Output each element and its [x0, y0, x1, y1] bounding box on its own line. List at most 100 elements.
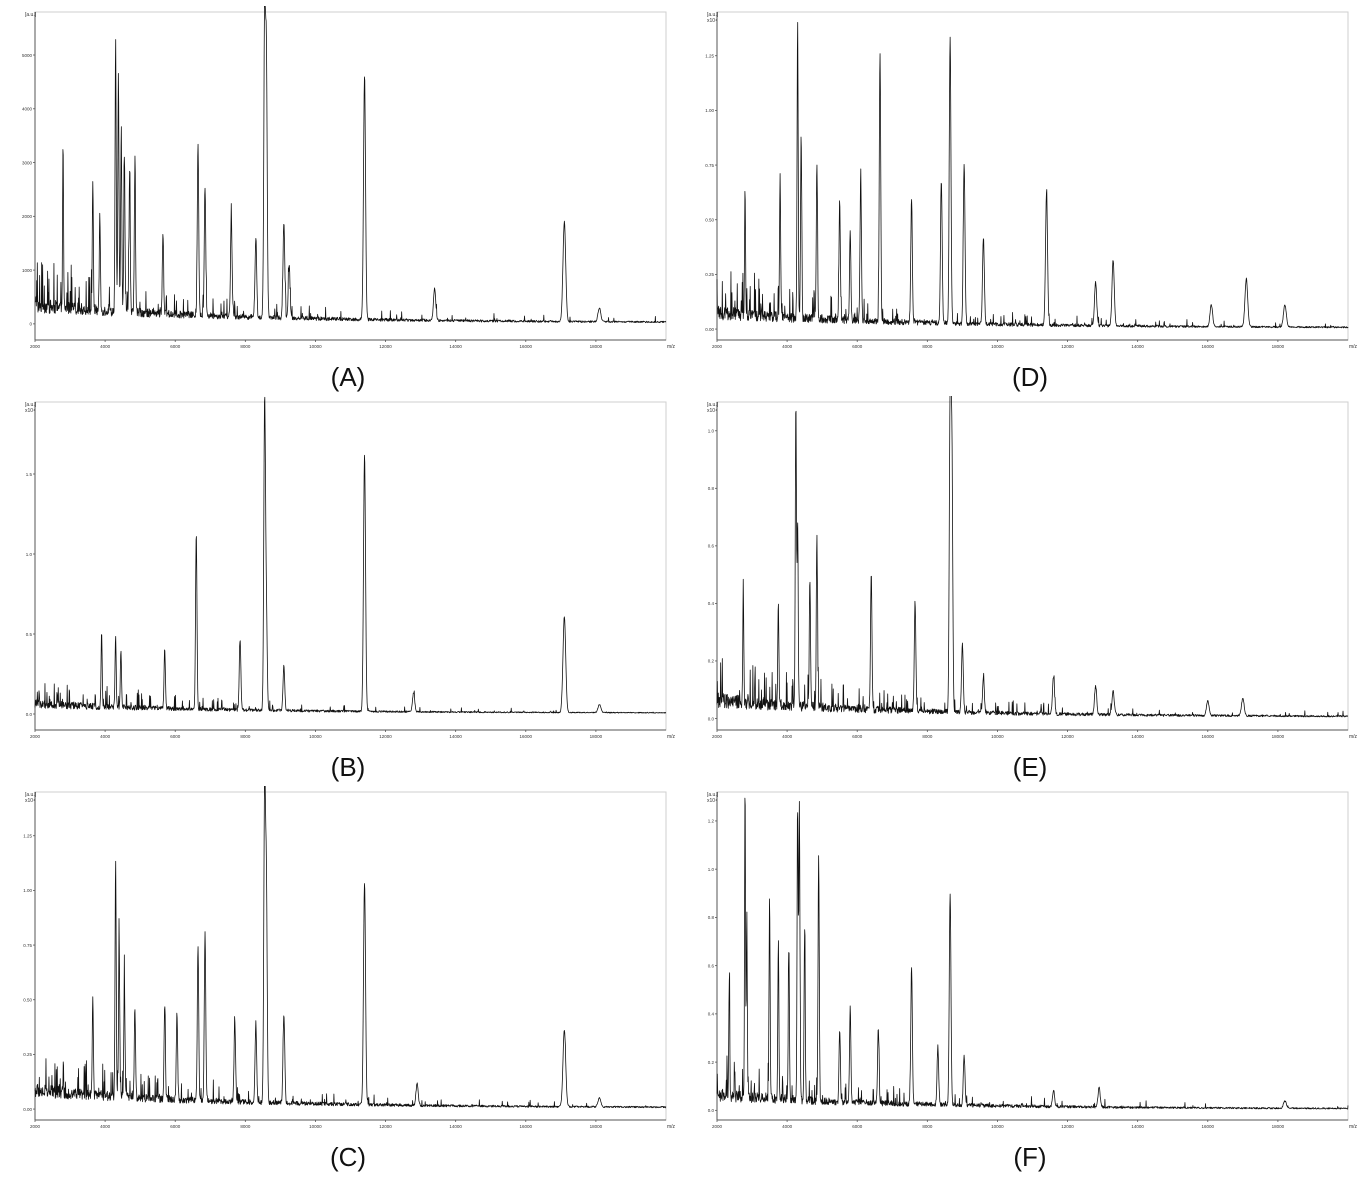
y-scale-label: x10⁴ — [707, 408, 717, 414]
panel-e: [a.u.] x10⁴ m/z 0.0 0.2 0.4 0.6 0.8 1.0 2000 4000 6… — [696, 396, 1364, 788]
y-tick-label: 0.00 — [23, 1107, 32, 1112]
x-tick-label: 8000 — [922, 734, 933, 739]
x-unit-label: m/z — [667, 344, 676, 350]
plot-frame — [716, 791, 1349, 1121]
x-tick-label: 10000 — [309, 734, 322, 739]
y-tick-label: 0.0 — [26, 712, 33, 717]
x-tick-label: 16000 — [1202, 734, 1215, 739]
panel-caption-c: (C) — [329, 1142, 367, 1172]
y-unit-label: [a.u.] — [25, 402, 37, 408]
y-tick-label: 1.5 — [26, 472, 33, 477]
x-tick-label: 12000 — [1061, 1124, 1074, 1129]
x-tick-label: 10000 — [991, 1124, 1004, 1129]
x-unit-label: m/z — [1349, 734, 1358, 740]
x-tick-label: 16000 — [520, 734, 533, 739]
x-tick-label: 8000 — [922, 344, 933, 349]
y-scale-label: x10⁴ — [25, 798, 35, 804]
x-tick-label: 10000 — [309, 1124, 322, 1129]
x-tick-label: 18000 — [590, 344, 603, 349]
x-tick-label: 6000 — [170, 1124, 181, 1129]
x-tick-label: 18000 — [590, 734, 603, 739]
spectrum-trace — [34, 396, 667, 714]
y-unit-label: [a.u.] — [707, 12, 719, 18]
x-tick-label: 14000 — [449, 734, 462, 739]
x-tick-label: 6000 — [852, 1124, 863, 1129]
x-tick-label: 4000 — [782, 344, 793, 349]
spectrum-plot-b: [a.u.]x10⁴ m/z 0.0 0.5 1.0 1.5 2000 4000 6000 800… — [25, 396, 676, 740]
x-tick-label: 6000 — [852, 344, 863, 349]
y-scale-label: x10⁴ — [707, 18, 717, 24]
x-tick-label: 16000 — [1202, 1124, 1215, 1129]
panel-c: [a.u.] x10⁴ m/z 0.00 0.25 0.50 0.75 1.00 1.25 200… — [14, 786, 682, 1178]
plot-frame — [34, 401, 667, 731]
y-tick-label: 0.8 — [708, 915, 715, 920]
x-tick-label: 14000 — [449, 344, 462, 349]
x-tick-label: 12000 — [1061, 734, 1074, 739]
x-tick-label: 2000 — [712, 734, 723, 739]
y-unit-label: [a.u.] — [707, 792, 719, 798]
x-tick-label: 4000 — [100, 1124, 111, 1129]
y-tick-label: 0 — [29, 322, 32, 327]
plot-frame — [716, 401, 1349, 731]
y-tick-label: 0.00 — [705, 327, 714, 332]
x-tick-label: 14000 — [1131, 1124, 1144, 1129]
y-tick-label: 0.75 — [705, 163, 714, 168]
spectrum-plot-c: [a.u.]x10⁴ m/z 0.00 0.25 0.50 0.75 1.00 1.25 200… — [23, 786, 676, 1130]
spectrum-trace — [34, 6, 667, 324]
y-tick-label: 1.0 — [26, 552, 33, 557]
y-tick-label: 0.0 — [708, 1108, 715, 1113]
x-tick-label: 16000 — [520, 344, 533, 349]
x-tick-label: 4000 — [782, 734, 793, 739]
panel-caption-a: (A) — [330, 362, 366, 392]
spectrum-plot-f: [a.u.]x10⁴ m/z 0.0 0.2 0.4 0.6 0.8 1.0 1.2 2000 40… — [707, 791, 1358, 1130]
x-tick-label: 8000 — [922, 1124, 933, 1129]
panel-d: [a.u.] x10⁴ m/z 0.00 0.25 0.50 0.75 1.00 1.25 200… — [696, 6, 1364, 398]
x-tick-label: 4000 — [100, 344, 111, 349]
y-tick-label: 0.50 — [705, 218, 714, 223]
panel-a: [a.u.] m/z 0 1000 2000 3000 4000 5000 2000 4000 60… — [14, 6, 682, 398]
y-tick-label: 1.2 — [708, 819, 715, 824]
plot-frame — [716, 11, 1349, 341]
y-tick-label: 0.0 — [708, 716, 715, 721]
panel-caption-e: (E) — [1012, 752, 1048, 782]
y-tick-label: 1.0 — [708, 867, 715, 872]
y-tick-label: 1000 — [22, 268, 33, 273]
y-tick-label: 0.4 — [708, 1012, 715, 1017]
y-tick-label: 0.6 — [708, 963, 715, 968]
spectrum-trace — [34, 786, 667, 1109]
x-tick-label: 2000 — [712, 344, 723, 349]
y-tick-label: 2000 — [22, 214, 33, 219]
y-scale-label: x10⁴ — [707, 798, 717, 804]
x-tick-label: 6000 — [170, 344, 181, 349]
x-tick-label: 14000 — [449, 1124, 462, 1129]
y-tick-label: 1.25 — [23, 834, 32, 839]
x-tick-label: 10000 — [991, 734, 1004, 739]
y-tick-label: 0.8 — [708, 486, 715, 491]
x-tick-label: 2000 — [30, 734, 41, 739]
x-tick-label: 18000 — [1272, 1124, 1285, 1129]
x-tick-label: 2000 — [30, 344, 41, 349]
x-tick-label: 6000 — [170, 734, 181, 739]
x-tick-label: 18000 — [590, 1124, 603, 1129]
panel-caption-b: (B) — [330, 752, 366, 782]
x-tick-label: 8000 — [240, 734, 251, 739]
x-unit-label: m/z — [667, 734, 676, 740]
y-tick-label: 1.00 — [23, 888, 32, 893]
x-tick-label: 16000 — [520, 1124, 533, 1129]
x-tick-label: 12000 — [379, 1124, 392, 1129]
x-tick-label: 6000 — [852, 734, 863, 739]
x-tick-label: 8000 — [240, 344, 251, 349]
x-unit-label: m/z — [1349, 344, 1358, 350]
spectrum-plot-a: [a.u.] m/z 0 1000 2000 3000 4000 5000 2000 4000 60… — [22, 6, 676, 350]
spectrum-trace — [716, 797, 1349, 1110]
y-scale-label: x10⁴ — [25, 408, 35, 414]
x-tick-label: 12000 — [1061, 344, 1074, 349]
spectrum-plot-e: [a.u.]x10⁴ m/z 0.0 0.2 0.4 0.6 0.8 1.0 2000 4000 6… — [707, 396, 1358, 740]
y-tick-label: 1.00 — [705, 108, 714, 113]
x-unit-label: m/z — [1349, 1124, 1358, 1130]
spectrum-trace — [716, 396, 1349, 718]
y-tick-label: 0.4 — [708, 601, 715, 606]
plot-frame — [34, 791, 667, 1121]
y-tick-label: 0.2 — [708, 1060, 715, 1065]
x-tick-label: 14000 — [1131, 344, 1144, 349]
